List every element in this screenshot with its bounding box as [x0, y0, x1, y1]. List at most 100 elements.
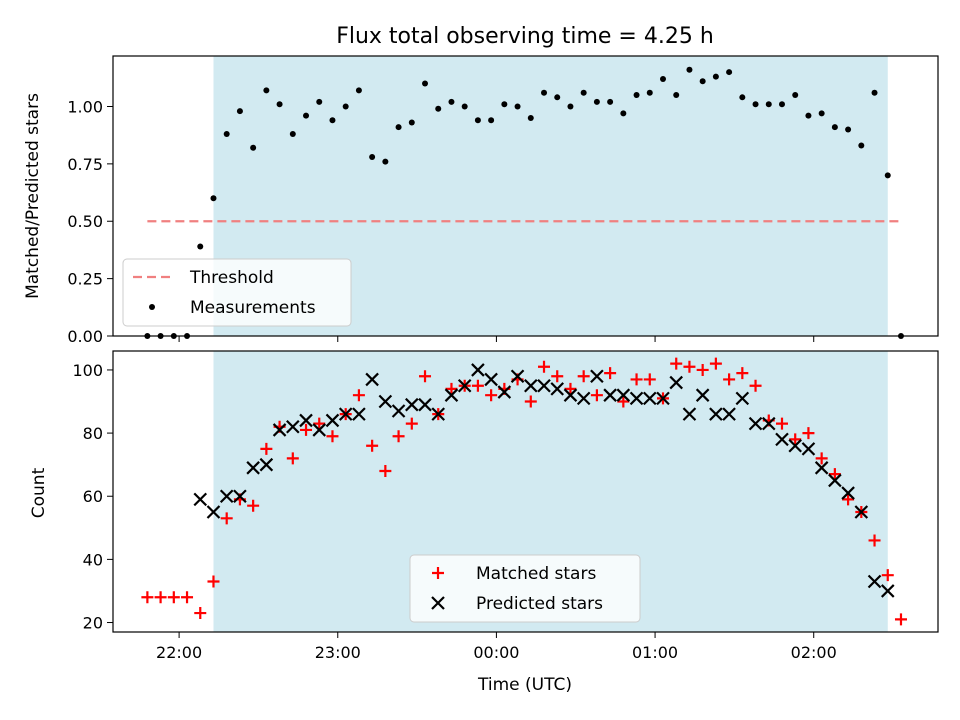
bottom-y-tick-label: 60	[83, 487, 103, 506]
predicted-star-point	[576, 391, 591, 406]
predicted-star-point	[682, 407, 697, 421]
predicted-star-point	[656, 391, 670, 406]
predicted-star-point	[563, 388, 578, 402]
top-panel: 0.00 0.25 0.50 0.75 1.00 Threshold Measuremen…	[23, 55, 939, 346]
measurement-point	[739, 94, 746, 101]
matched-star-point	[696, 363, 709, 376]
matched-star-point	[445, 382, 458, 395]
measurement-point	[263, 87, 270, 94]
measurement-point	[408, 119, 415, 126]
predicted-star-point	[761, 416, 776, 431]
predicted-star-point	[338, 407, 353, 421]
measurement-point	[197, 243, 204, 250]
matched-star-point	[802, 427, 815, 440]
measurement-point	[303, 112, 310, 119]
measurement-point	[435, 105, 442, 112]
legend-measurements-swatch	[149, 304, 155, 310]
matched-star-point	[709, 357, 722, 370]
bottom-y-tick-label: 20	[83, 614, 103, 633]
measurement-point	[646, 89, 653, 96]
measurement-point	[792, 92, 799, 99]
predicted-star-point	[312, 423, 327, 437]
measurement-point	[726, 69, 733, 76]
predicted-star-point	[405, 397, 419, 412]
predicted-star-point	[365, 372, 379, 387]
measurement-point	[607, 98, 614, 105]
predicted-star-point	[788, 438, 802, 453]
predicted-star-point	[695, 388, 710, 402]
bottom-panel: 20 40 60 80 100 22:00 23:00 00:00 01:00 02:00 Mat…	[29, 350, 939, 695]
measurement-point	[884, 172, 891, 179]
measurement-point	[250, 144, 257, 151]
predicted-star-point	[814, 461, 829, 475]
predicted-star-point	[867, 574, 882, 589]
chart-title: Flux total observing time = 4.25 h	[336, 24, 714, 49]
predicted-star-point	[497, 385, 512, 399]
predicted-star-point	[418, 397, 432, 412]
bottom-x-tick-label: 22:00	[156, 643, 202, 662]
measurement-point	[527, 114, 534, 121]
measurement-point	[871, 89, 878, 96]
matched-star-point	[392, 430, 405, 443]
matched-star-point	[419, 370, 432, 383]
matched-star-point	[590, 389, 603, 402]
matched-star-point	[181, 591, 194, 604]
predicted-star-point	[748, 416, 763, 431]
matched-star-point	[485, 389, 498, 402]
matched-star-point	[643, 373, 656, 386]
matched-star-point	[352, 389, 365, 402]
matched-star-point	[789, 433, 802, 446]
predicted-star-point	[828, 473, 842, 488]
predicted-star-point	[193, 492, 208, 507]
matched-star-point	[617, 395, 630, 408]
matched-star-point	[471, 379, 484, 392]
measurement-point	[686, 66, 693, 73]
matched-star-point	[842, 493, 855, 506]
predicted-star-point	[510, 369, 525, 384]
measurement-point	[673, 92, 680, 99]
bottom-axes-frame	[112, 350, 939, 633]
matched-star-point	[300, 423, 313, 436]
matched-star-point	[604, 367, 617, 380]
predicted-star-point	[735, 391, 750, 406]
measurement-point	[276, 101, 283, 108]
predicted-star-point	[880, 584, 895, 598]
matched-star-point	[630, 373, 643, 386]
bottom-x-tick-label: 01:00	[632, 643, 678, 662]
matched-star-point	[538, 360, 551, 373]
measurement-point	[355, 87, 362, 94]
top-axes-frame	[112, 55, 939, 337]
measurement-point	[712, 73, 719, 80]
top-y-tick-label: 0.75	[67, 155, 103, 174]
measurement-point	[805, 112, 812, 119]
matched-star-point	[167, 591, 180, 604]
matched-star-point	[313, 417, 326, 430]
measurement-point	[831, 124, 838, 131]
measurement-point	[818, 110, 825, 117]
predicted-star-point	[616, 388, 631, 402]
matched-star-point	[815, 452, 828, 465]
predicted-star-point	[457, 378, 472, 393]
x-axis-label: Time (UTC)	[477, 675, 572, 695]
predicted-star-point	[286, 419, 300, 434]
matched-star-point	[736, 367, 749, 380]
measurement-point	[765, 101, 772, 108]
predicted-star-point	[219, 489, 234, 504]
legend-predicted-swatch	[431, 596, 445, 610]
predicted-star-point	[391, 404, 406, 418]
matched-star-point	[577, 370, 590, 383]
top-y-tick-label: 0.50	[67, 212, 103, 231]
measurement-point	[541, 89, 548, 96]
measurement-point	[289, 131, 296, 138]
top-y-axis-label: Matched/Predicted stars	[23, 93, 43, 299]
measurement-point	[554, 94, 561, 101]
matched-star-point	[220, 512, 233, 525]
matched-star-point	[405, 417, 418, 430]
bottom-legend-box	[409, 554, 641, 623]
matched-star-point	[828, 468, 841, 481]
measurement-point	[858, 142, 865, 149]
bottom-x-tick-label: 00:00	[473, 643, 519, 662]
measurement-point	[223, 131, 230, 138]
measurement-point	[461, 103, 468, 110]
top-y-tick-label: 0.25	[67, 270, 103, 289]
